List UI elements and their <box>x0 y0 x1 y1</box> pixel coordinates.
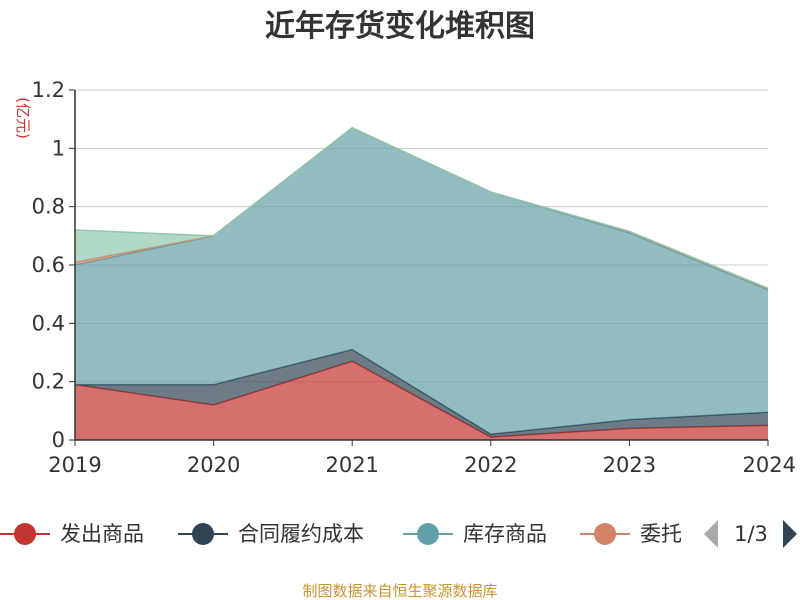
axes <box>74 90 769 446</box>
y-tick-label: 1 <box>52 136 65 160</box>
y-tick-label: 0.6 <box>32 253 65 277</box>
series-area <box>75 127 768 435</box>
y-tick-label: 0.2 <box>32 370 65 394</box>
legend-item-2[interactable]: 合同履约成本 <box>178 522 364 546</box>
legend-marker <box>417 523 439 545</box>
x-tick-label: 2024 <box>743 453 796 477</box>
legend-prev-page-icon[interactable] <box>704 520 718 548</box>
legend-next-page-icon[interactable] <box>783 520 797 548</box>
x-tick-label: 2023 <box>603 453 656 477</box>
x-tick-labels: 2019 2020 2021 2022 2023 2024 <box>48 453 796 477</box>
series-area <box>75 349 768 438</box>
legend-item-1[interactable]: 发出商品 <box>0 522 144 546</box>
legend-label: 合同履约成本 <box>238 522 364 546</box>
x-tick-label: 2021 <box>325 453 378 477</box>
source-footer: 制图数据来自恒生聚源数据库 <box>302 582 497 600</box>
legend-marker <box>594 523 616 545</box>
series-line <box>74 127 769 290</box>
legend-label: 库存商品 <box>463 522 547 546</box>
x-tick-label: 2020 <box>187 453 240 477</box>
legend-label: 委托 <box>640 522 682 546</box>
series-area <box>75 361 768 440</box>
x-tick-label: 2019 <box>48 453 101 477</box>
legend-marker <box>192 523 214 545</box>
chart-title: 近年存货变化堆积图 <box>265 9 535 44</box>
y-tick-labels: 0 0.2 0.4 0.6 0.8 1 1.2 <box>32 78 65 452</box>
y-tick-label: 0.4 <box>32 311 65 335</box>
y-tick-label: 0 <box>52 428 65 452</box>
legend-item-3[interactable]: 库存商品 <box>403 522 547 546</box>
legend-page-indicator: 1/3 <box>734 522 768 546</box>
legend-item-4[interactable]: 委托 <box>580 522 682 546</box>
legend-marker <box>14 523 36 545</box>
y-axis-unit: (亿元) <box>14 97 32 139</box>
legend-label: 发出商品 <box>60 522 144 546</box>
y-tick-label: 1.2 <box>32 78 65 102</box>
x-tick-label: 2022 <box>464 453 517 477</box>
legend: 发出商品 合同履约成本 库存商品 委托 1/3 <box>0 520 797 548</box>
series-areas <box>74 127 769 440</box>
y-tick-label: 0.8 <box>32 195 65 219</box>
